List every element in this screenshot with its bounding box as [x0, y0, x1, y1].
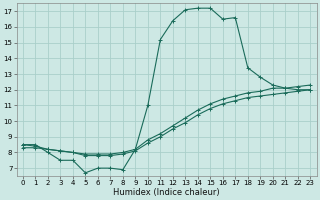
X-axis label: Humidex (Indice chaleur): Humidex (Indice chaleur)	[113, 188, 220, 197]
